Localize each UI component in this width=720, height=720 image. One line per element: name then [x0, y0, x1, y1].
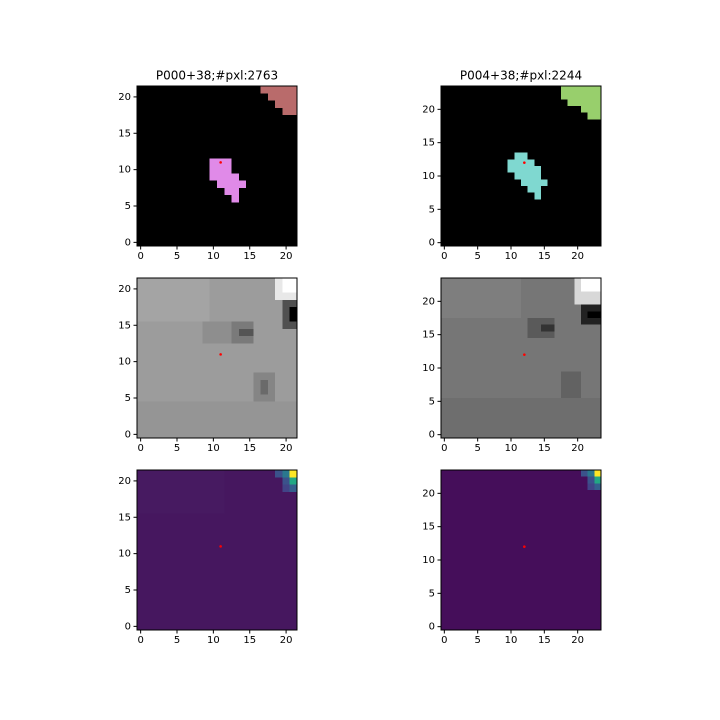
y-tick-label: 0 — [429, 238, 435, 249]
x-tick-label: 15 — [538, 443, 551, 454]
y-tick-label: 10 — [118, 357, 131, 368]
y-tick-label: 15 — [422, 138, 435, 149]
x-tick-label: 10 — [207, 443, 220, 454]
y-tick-label: 0 — [125, 429, 131, 440]
x-tick-label: 0 — [441, 443, 447, 454]
x-tick-label: 0 — [441, 635, 447, 646]
y-tick-label: 15 — [118, 512, 131, 523]
y-tick-label: 5 — [125, 585, 131, 596]
x-tick-label: 20 — [280, 635, 293, 646]
x-tick-label: 5 — [174, 635, 180, 646]
y-tick-label: 0 — [429, 622, 435, 633]
y-tick-label: 10 — [422, 171, 435, 182]
x-tick-label: 15 — [538, 635, 551, 646]
center-point — [219, 161, 222, 164]
y-tick-label: 20 — [422, 104, 435, 115]
axes-frame — [440, 85, 602, 247]
y-tick-label: 15 — [118, 320, 131, 331]
x-tick-label: 20 — [280, 251, 293, 262]
x-tick-label: 5 — [474, 635, 480, 646]
y-tick-label: 5 — [429, 588, 435, 599]
x-tick-label: 15 — [243, 635, 256, 646]
chart-title: P004+38;#pxl:2244 — [460, 69, 582, 83]
y-tick-label: 10 — [422, 363, 435, 374]
axes-frame — [136, 469, 298, 631]
x-tick-label: 10 — [505, 251, 518, 262]
y-tick-label: 20 — [422, 488, 435, 499]
y-tick-label: 5 — [429, 396, 435, 407]
x-tick-label: 10 — [207, 635, 220, 646]
center-point — [219, 545, 222, 548]
center-point — [523, 161, 526, 164]
x-tick-label: 5 — [474, 443, 480, 454]
y-tick-label: 0 — [125, 237, 131, 248]
y-tick-label: 15 — [422, 522, 435, 533]
y-tick-label: 10 — [118, 549, 131, 560]
axes-frame — [440, 469, 602, 631]
y-tick-label: 5 — [125, 201, 131, 212]
y-tick-label: 0 — [125, 621, 131, 632]
y-tick-label: 0 — [429, 430, 435, 441]
heat-image — [441, 470, 601, 630]
y-tick-label: 20 — [118, 92, 131, 103]
y-tick-label: 5 — [429, 204, 435, 215]
mask-image — [441, 86, 601, 246]
x-tick-label: 0 — [137, 251, 143, 262]
x-tick-label: 20 — [571, 635, 584, 646]
y-tick-label: 15 — [422, 330, 435, 341]
x-tick-label: 15 — [243, 251, 256, 262]
mask-image — [137, 86, 297, 246]
x-tick-label: 20 — [571, 443, 584, 454]
y-tick-label: 10 — [118, 165, 131, 176]
axes-frame — [136, 277, 298, 439]
x-tick-label: 0 — [441, 251, 447, 262]
y-tick-label: 20 — [118, 284, 131, 295]
x-tick-label: 0 — [137, 635, 143, 646]
x-tick-label: 20 — [571, 251, 584, 262]
y-tick-label: 5 — [125, 393, 131, 404]
heat-image — [137, 470, 297, 630]
x-tick-label: 0 — [137, 443, 143, 454]
y-tick-label: 20 — [118, 476, 131, 487]
x-tick-label: 20 — [280, 443, 293, 454]
x-tick-label: 10 — [505, 635, 518, 646]
y-tick-label: 20 — [422, 296, 435, 307]
x-tick-label: 5 — [174, 443, 180, 454]
y-tick-label: 15 — [118, 128, 131, 139]
center-point — [219, 353, 222, 356]
x-tick-label: 5 — [474, 251, 480, 262]
y-tick-label: 10 — [422, 555, 435, 566]
axes-frame — [440, 277, 602, 439]
center-point — [523, 353, 526, 356]
x-tick-label: 5 — [174, 251, 180, 262]
chart-title: P000+38;#pxl:2763 — [156, 69, 278, 83]
gray-image — [137, 278, 297, 438]
axes-frame — [136, 85, 298, 247]
x-tick-label: 10 — [505, 443, 518, 454]
gray-image — [441, 278, 601, 438]
center-point — [523, 545, 526, 548]
x-tick-label: 15 — [538, 251, 551, 262]
x-tick-label: 15 — [243, 443, 256, 454]
x-tick-label: 10 — [207, 251, 220, 262]
